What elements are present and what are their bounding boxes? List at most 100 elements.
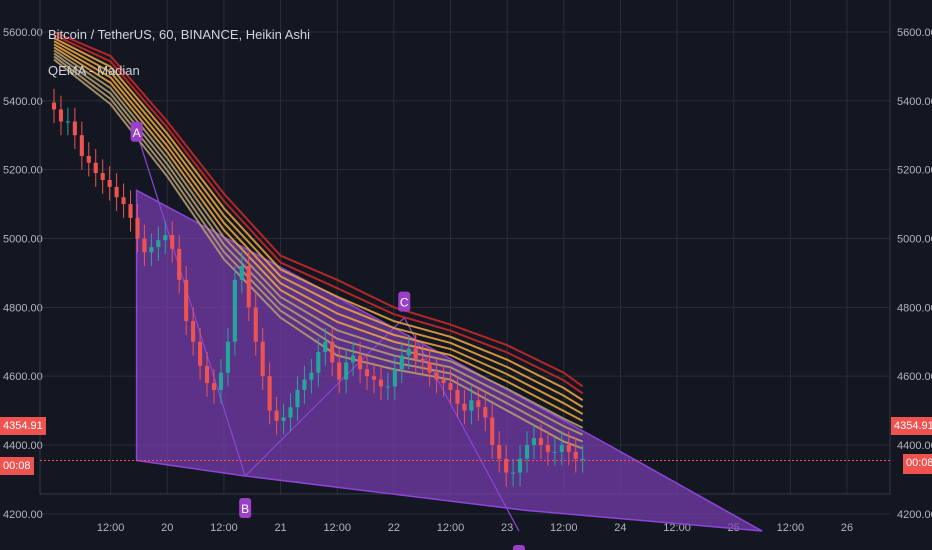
x-tick-label: 21 — [274, 522, 286, 534]
point-label-b: B — [241, 502, 249, 516]
candle-body — [483, 407, 488, 418]
y-tick-label-left: 4800.00 — [3, 302, 43, 314]
candle-body — [580, 458, 585, 460]
candle-body — [142, 238, 147, 253]
candle-body — [58, 109, 64, 122]
candle-body — [149, 247, 154, 253]
candle-body — [538, 438, 543, 445]
qema-line — [53, 34, 584, 395]
y-tick-label-right: 4800.00 — [897, 302, 932, 314]
candle-body — [476, 400, 481, 408]
candle-body — [246, 266, 251, 308]
y-tick-label-right: 4200.00 — [897, 509, 932, 521]
candle-body — [100, 173, 105, 180]
candle-body — [413, 348, 418, 359]
candle-body — [545, 445, 550, 452]
price-tag-right: 4354.91 — [891, 417, 932, 435]
candle-body — [253, 307, 258, 342]
countdown-tag-right: 00:08 — [903, 454, 932, 474]
x-tick-label: 20 — [161, 522, 173, 534]
chart-title: Bitcoin / TetherUS, 60, BINANCE, Heikin … — [48, 27, 311, 42]
candle-body — [93, 162, 98, 174]
candle-body — [469, 400, 474, 411]
y-tick-label-right: 5000.00 — [897, 234, 932, 246]
qema-line — [53, 31, 584, 388]
candle-body — [232, 279, 237, 342]
candle-body — [566, 445, 571, 452]
candle-body — [406, 348, 411, 356]
candle-body — [260, 341, 265, 377]
pattern-leg — [403, 317, 520, 532]
candle-body — [128, 204, 133, 218]
point-label-c: C — [400, 296, 409, 310]
candle-body — [399, 355, 404, 370]
candle-body — [170, 235, 175, 249]
qema-line — [53, 43, 584, 415]
candle-body — [364, 369, 370, 377]
candle-body — [392, 369, 397, 387]
candle-body — [121, 197, 126, 205]
candle-body — [573, 451, 578, 459]
candle-body — [427, 362, 432, 373]
candle-body — [497, 445, 502, 459]
x-tick-label: 24 — [614, 522, 626, 534]
candle-body — [211, 383, 217, 390]
candle-body — [511, 472, 516, 474]
candle-body — [448, 383, 453, 390]
qema-line — [53, 55, 584, 443]
x-tick-label: 22 — [388, 522, 400, 534]
candle-body — [177, 248, 182, 280]
x-tick-label: 12:00 — [97, 522, 125, 534]
candle-body — [239, 266, 244, 280]
point-label-a: A — [133, 126, 141, 140]
candle-body — [191, 321, 196, 342]
candle-body — [351, 355, 356, 363]
qema-line — [53, 40, 584, 408]
candle-body — [274, 410, 279, 421]
x-tick-label: 12:00 — [323, 522, 351, 534]
candle-body — [295, 389, 300, 408]
candle-body — [378, 379, 383, 387]
candle-body — [330, 341, 335, 363]
qema-line — [53, 46, 584, 422]
candle-body — [323, 341, 328, 353]
y-tick-label-left: 5600.00 — [3, 27, 43, 39]
y-tick-label-left: 5000.00 — [3, 234, 43, 246]
candle-body — [218, 372, 224, 390]
candle-body — [524, 445, 530, 459]
candle-body — [344, 362, 349, 380]
x-tick-label: 12:00 — [777, 522, 805, 534]
candle-body — [288, 407, 293, 418]
indicator-label: QEMA - Madian — [48, 63, 140, 78]
point-label-c-bg — [398, 291, 411, 312]
candle-body — [163, 235, 168, 241]
y-tick-label-right: 4600.00 — [897, 371, 932, 383]
candle-body — [309, 372, 314, 380]
candle-body — [434, 372, 439, 380]
candle-body — [86, 155, 91, 163]
candle-body — [184, 279, 189, 322]
candle-body — [156, 240, 161, 248]
countdown-tag-left: 00:08 — [0, 457, 34, 475]
x-tick-label: 12:00 — [663, 522, 691, 534]
y-tick-label-left: 5200.00 — [3, 165, 43, 177]
candle-body — [518, 458, 523, 473]
point-label-a-bg — [130, 121, 143, 142]
candle-body — [302, 379, 307, 390]
candle-body — [267, 376, 272, 411]
candle-body — [204, 365, 210, 384]
pattern-leg — [136, 131, 246, 477]
candle-body — [531, 438, 537, 445]
point-label-b-bg — [239, 497, 252, 518]
y-tick-label-right: 5400.00 — [897, 96, 932, 108]
x-tick-label: 12:00 — [437, 522, 465, 534]
y-tick-label-right: 5600.00 — [897, 27, 932, 39]
y-tick-label-right: 5200.00 — [897, 165, 932, 177]
candle-body — [385, 386, 390, 388]
candle-body — [107, 179, 112, 187]
x-tick-label: 12:00 — [210, 522, 238, 534]
candle-body — [559, 445, 564, 452]
qema-line — [53, 49, 584, 429]
